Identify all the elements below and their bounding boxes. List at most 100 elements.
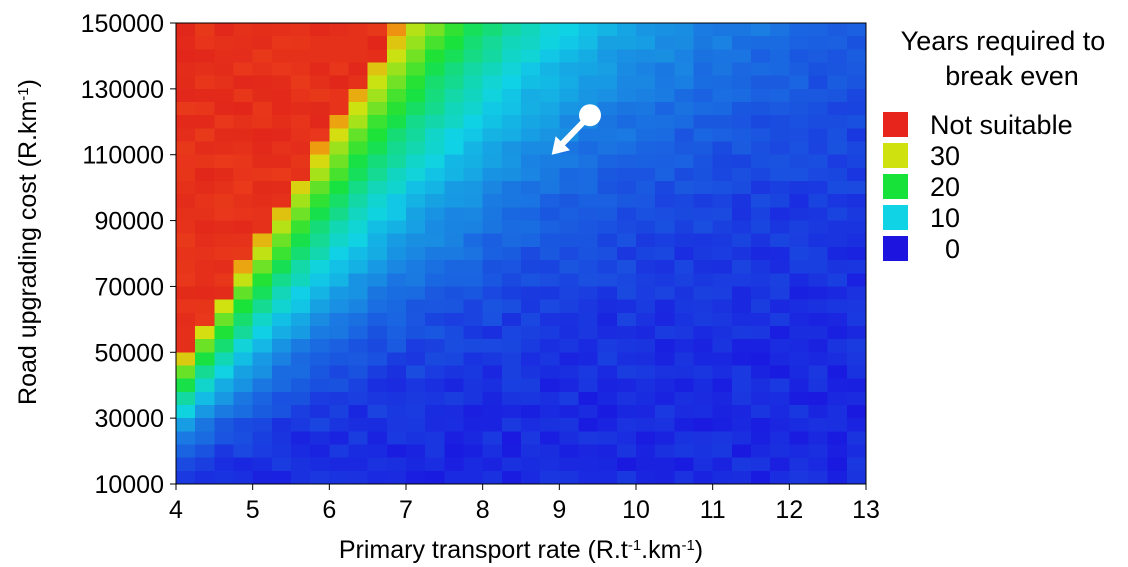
- heatmap-cell: [731, 470, 752, 485]
- heatmap-cell: [176, 23, 196, 37]
- legend-swatch: [883, 236, 908, 261]
- legend-label: 10: [930, 203, 960, 233]
- heatmap-cell: [751, 36, 771, 50]
- heatmap-cell: [655, 339, 675, 353]
- heatmap-cell: [329, 62, 350, 77]
- heatmap-cell: [674, 299, 695, 314]
- heatmap-cell: [482, 167, 503, 182]
- heatmap-cell: [482, 36, 503, 50]
- heatmap-cell: [367, 194, 388, 208]
- heatmap-cell: [406, 286, 426, 301]
- heatmap-cell: [521, 418, 541, 432]
- heatmap-cell: [655, 36, 675, 50]
- heatmap-cell: [176, 36, 196, 50]
- heatmap-cell: [329, 339, 350, 353]
- heatmap-cell: [195, 260, 215, 274]
- heatmap-cell: [367, 457, 388, 472]
- plot-frame: [175, 22, 867, 485]
- heatmap-cell: [597, 299, 618, 314]
- heatmap-cell: [348, 457, 369, 472]
- heatmap-cell: [195, 325, 215, 340]
- heatmap-cell: [846, 365, 867, 380]
- heatmap-cell: [693, 299, 714, 314]
- heatmap-cell: [808, 88, 829, 103]
- heatmap-cell: [501, 391, 522, 406]
- heatmap-cell: [751, 457, 771, 472]
- heatmap-cell: [310, 273, 330, 288]
- heatmap-cell: [540, 75, 560, 90]
- heatmap-cell: [616, 128, 637, 143]
- heatmap-cell: [233, 115, 254, 129]
- heatmap-cell: [655, 404, 675, 419]
- heatmap-cell: [176, 444, 196, 459]
- heatmap-cell: [712, 339, 733, 353]
- heatmap-cell: [808, 49, 829, 64]
- heatmap-cell: [348, 233, 369, 248]
- heatmap-cell: [310, 220, 330, 235]
- heatmap-cell: [521, 88, 541, 103]
- heatmap-cell: [291, 220, 311, 235]
- heatmap-cell: [386, 220, 407, 235]
- heatmap-cell: [463, 167, 484, 182]
- heatmap-cell: [406, 102, 426, 116]
- heatmap-cell: [597, 339, 618, 353]
- heatmap-cell: [195, 391, 215, 406]
- heatmap-cell: [386, 418, 407, 432]
- heatmap-cell: [636, 115, 656, 129]
- arrow-marker: [551, 104, 601, 155]
- heatmap-cell: [789, 102, 810, 116]
- heatmap-cell: [252, 141, 273, 156]
- y-tick-label: 150000: [81, 10, 164, 38]
- heatmap-cell: [655, 194, 675, 208]
- heatmap-cell: [501, 49, 522, 64]
- heatmap-cell: [808, 444, 829, 459]
- heatmap-cell: [597, 207, 618, 222]
- heatmap-cell: [367, 23, 388, 37]
- heatmap-cell: [291, 36, 311, 50]
- heatmap-cell: [329, 299, 350, 314]
- heatmap-cell: [406, 457, 426, 472]
- heatmap-cell: [501, 339, 522, 353]
- heatmap-cell: [252, 352, 273, 367]
- heatmap-cell: [501, 273, 522, 288]
- heatmap-cell: [214, 23, 235, 37]
- heatmap-cell: [616, 312, 637, 327]
- heatmap-cell: [597, 286, 618, 301]
- heatmap-cell: [559, 325, 580, 340]
- heatmap-cell: [501, 312, 522, 327]
- heatmap-cell: [770, 431, 790, 446]
- heatmap-cell: [540, 181, 560, 195]
- heatmap-cell: [482, 418, 503, 432]
- heatmap-cell: [425, 36, 445, 50]
- heatmap-cell: [540, 444, 560, 459]
- heatmap-cell: [770, 220, 790, 235]
- heatmap-cell: [693, 207, 714, 222]
- heatmap-cell: [770, 75, 790, 90]
- heatmap-cell: [444, 194, 465, 208]
- heatmap-cell: [406, 325, 426, 340]
- heatmap-cell: [406, 181, 426, 195]
- heatmap-cell: [214, 325, 235, 340]
- heatmap-cell: [406, 207, 426, 222]
- heatmap-cell: [482, 325, 503, 340]
- heatmap-cell: [310, 141, 330, 156]
- heatmap-cell: [482, 260, 503, 274]
- heatmap-cell: [693, 404, 714, 419]
- heatmap-cell: [291, 260, 311, 274]
- heatmap-cell: [655, 233, 675, 248]
- heatmap-cell: [770, 141, 790, 156]
- legend-label: Not suitable: [930, 110, 1073, 140]
- heatmap-cell: [597, 62, 618, 77]
- heatmap-cell: [463, 286, 484, 301]
- heatmap-cell: [540, 220, 560, 235]
- heatmap-cell: [789, 444, 810, 459]
- heatmap-cell: [712, 102, 733, 116]
- heatmap-cell: [176, 49, 196, 64]
- heatmap-cell: [214, 431, 235, 446]
- heatmap-cell: [444, 404, 465, 419]
- heatmap-cell: [386, 102, 407, 116]
- heatmap-cell: [367, 378, 388, 393]
- heatmap-cell: [176, 365, 196, 380]
- heatmap-cell: [789, 352, 810, 367]
- heatmap-cell: [271, 391, 292, 406]
